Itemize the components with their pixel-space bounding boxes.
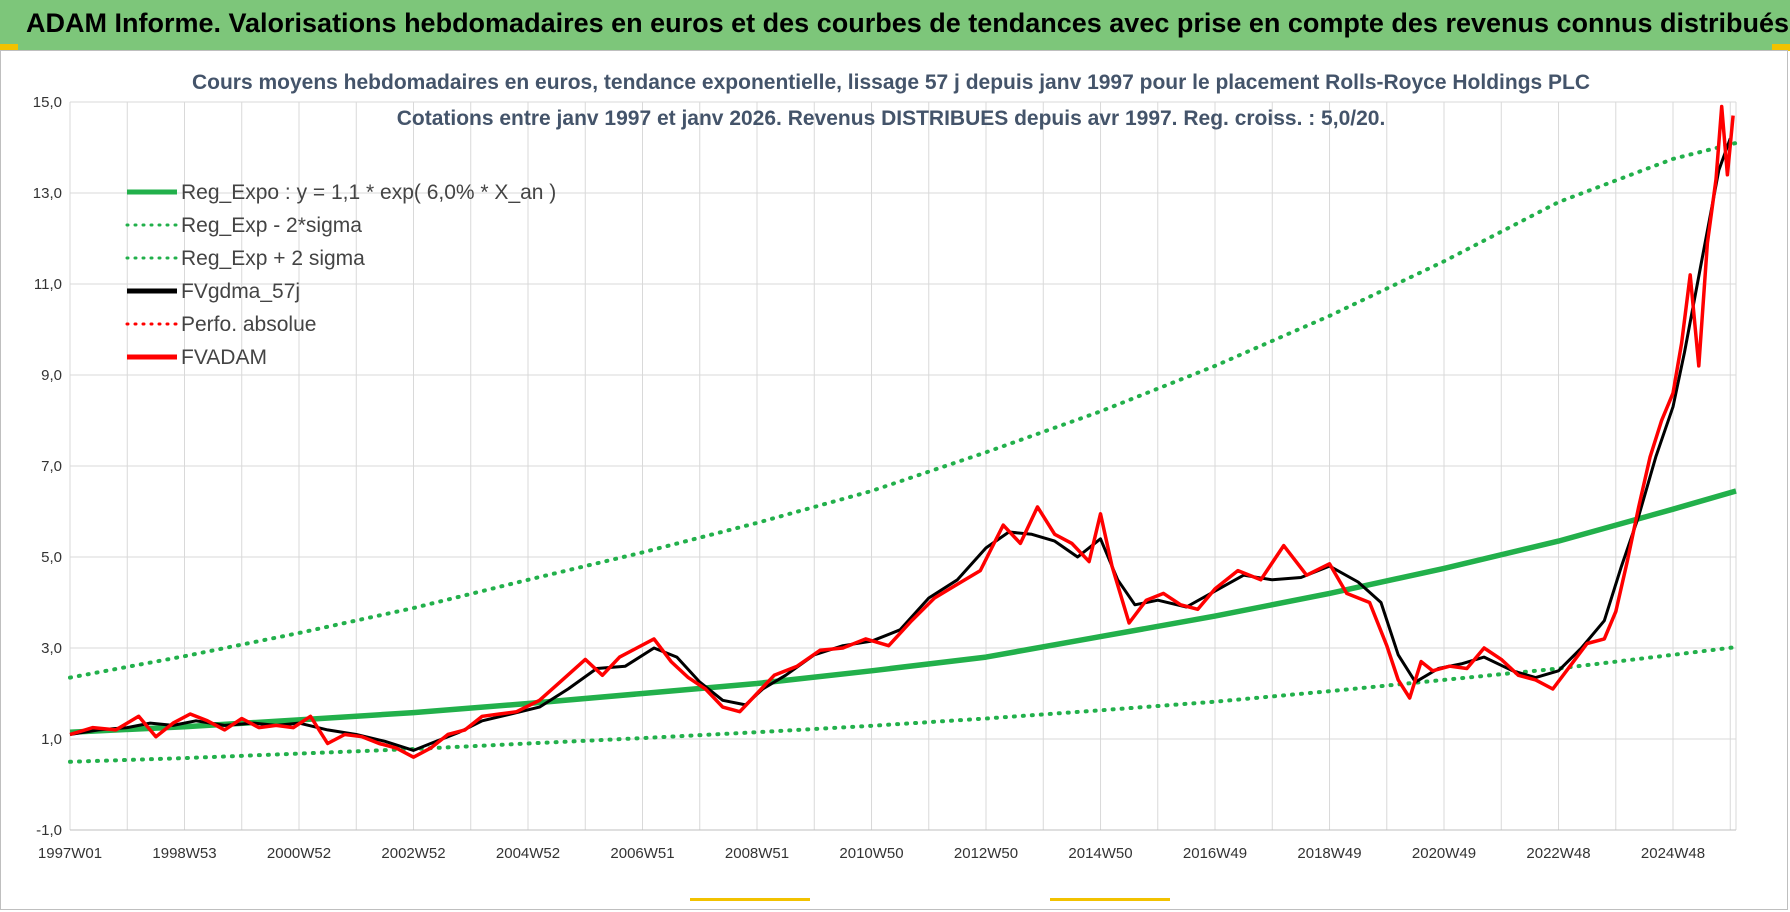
x-tick-label: 2020W49: [1412, 845, 1476, 862]
x-tick-label: 2006W51: [610, 845, 674, 862]
report-title: ADAM Informe. Valorisations hebdomadaire…: [26, 8, 1790, 38]
x-tick-label: 2016W49: [1183, 845, 1247, 862]
legend-entry-label: FVgdma_57j: [181, 280, 300, 303]
x-tick-label: 1997W01: [38, 845, 102, 862]
y-tick-label: -1,0: [36, 822, 62, 839]
x-tick-label: 1998W53: [152, 845, 216, 862]
series-reg-exp-minus-2sigma: [68, 645, 1738, 764]
y-tick-label: 1,0: [41, 731, 62, 748]
y-tick-label: 5,0: [41, 549, 62, 566]
y-tick-label: 9,0: [41, 367, 62, 384]
y-axis-ticks: -1,0 1,0 3,0 5,0 7,0 9,0 11,0 13,0 15,0: [33, 94, 62, 839]
x-tick-label: 2014W50: [1068, 845, 1132, 862]
chart-title-line2: Cotations entre janv 1997 et janv 2026. …: [397, 107, 1386, 130]
x-tick-label: 2004W52: [496, 845, 560, 862]
x-axis-ticks: 1997W01 1998W53 2000W52 2002W52 2004W52 2006W…: [38, 845, 1705, 862]
legend: Reg_Expo : y = 1,1 * exp( 6,0% * X_an ) R…: [125, 181, 556, 369]
corner-marker: [1772, 44, 1790, 51]
series-reg-expo: [69, 488, 1737, 735]
legend-entry-label: Perfo. absolue: [181, 313, 316, 336]
y-tick-label: 3,0: [41, 640, 62, 657]
grid-lines: [69, 101, 1737, 831]
footer-marker: [690, 898, 810, 901]
footer-marker: [1050, 898, 1170, 901]
y-tick-label: 11,0: [34, 276, 62, 293]
x-tick-label: 2018W49: [1297, 845, 1361, 862]
x-tick-label: 2010W50: [839, 845, 903, 862]
x-tick-label: 2008W51: [725, 845, 789, 862]
y-tick-label: 7,0: [41, 458, 62, 475]
x-tick-label: 2000W52: [267, 845, 331, 862]
legend-entry-label: FVADAM: [181, 346, 267, 369]
report-banner: ADAM Informe. Valorisations hebdomadaire…: [0, 0, 1790, 50]
line-chart: Cours moyens hebdomadaires en euros, ten…: [33, 71, 1738, 862]
y-tick-label: 15,0: [33, 94, 62, 111]
x-tick-label: 2002W52: [381, 845, 445, 862]
series-fvadam: [69, 104, 1735, 759]
legend-entry-label: Reg_Exp + 2 sigma: [181, 247, 365, 270]
x-tick-label: 2022W48: [1526, 845, 1590, 862]
series-lines: [68, 104, 1738, 764]
x-tick-label: 2024W48: [1641, 845, 1705, 862]
corner-marker: [0, 44, 18, 51]
x-tick-label: 2012W50: [954, 845, 1018, 862]
series-fvgdma-57j: [69, 137, 1732, 752]
chart-title-line1: Cours moyens hebdomadaires en euros, ten…: [192, 71, 1590, 94]
chart-frame: Cours moyens hebdomadaires en euros, ten…: [0, 50, 1788, 910]
legend-entry-label: Reg_Exp - 2*sigma: [181, 214, 362, 237]
legend-entry-label: Reg_Expo : y = 1,1 * exp( 6,0% * X_an ): [181, 181, 556, 204]
y-tick-label: 13,0: [33, 185, 62, 202]
series-reg-exp-plus-2sigma: [68, 141, 1738, 680]
